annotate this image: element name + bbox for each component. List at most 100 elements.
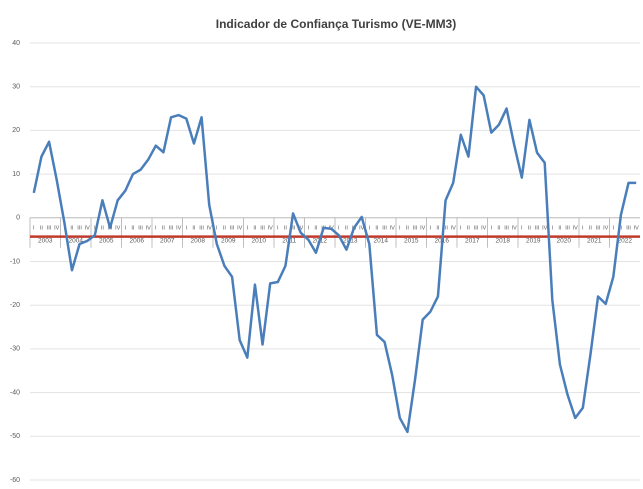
quarter-label: III [626,225,631,231]
year-label: 2006 [130,238,145,245]
quarter-label: IV [237,225,243,231]
quarter-label: I [399,225,401,231]
quarter-label: III [535,225,540,231]
quarter-label: I [33,225,35,231]
quarter-label: II [589,225,593,231]
quarter-label: III [474,225,479,231]
year-label: 2010 [252,238,267,245]
quarter-label: II [467,225,471,231]
quarter-label: I [94,225,96,231]
y-tick-label: -10 [10,258,20,265]
year-label: 2009 [221,238,236,245]
data-line [32,85,637,434]
year-label: 2022 [618,238,633,245]
y-tick-label: -40 [10,389,20,396]
quarter-label: IV [542,225,548,231]
quarter-label: I [186,225,188,231]
year-label: 2021 [587,238,602,245]
quarter-label: III [77,225,82,231]
quarter-label: III [565,225,570,231]
quarter-label: III [47,225,52,231]
quarter-label: II [253,225,257,231]
quarter-label: IV [268,225,274,231]
year-label: 2007 [160,238,175,245]
y-tick-label: 20 [12,127,20,134]
quarter-label: IV [634,225,640,231]
quarter-label: II [314,225,318,231]
quarter-label: II [528,225,532,231]
quarter-label: II [345,225,349,231]
quarter-label: IV [603,225,609,231]
quarter-label: IV [512,225,518,231]
year-label: 2003 [38,238,53,245]
quarter-label: I [216,225,218,231]
y-tick-label: -30 [10,346,20,353]
quarter-label: II [70,225,74,231]
quarter-label: III [382,225,387,231]
year-label: 2019 [526,238,541,245]
quarter-label: II [375,225,379,231]
quarter-label: I [491,225,493,231]
chart-title: Indicador de Confiança Turismo (VE-MM3) [216,17,456,31]
quarter-label: II [40,225,44,231]
quarter-label: I [277,225,279,231]
quarter-label: II [223,225,227,231]
quarter-label: II [131,225,135,231]
quarter-label: III [199,225,204,231]
quarter-label: I [155,225,157,231]
quarter-label: II [436,225,440,231]
year-label: 2004 [69,238,84,245]
quarter-label: I [247,225,249,231]
quarter-label: IV [359,225,365,231]
quarter-label: I [582,225,584,231]
y-tick-label: 30 [12,84,20,91]
year-label: 2014 [374,238,389,245]
quarter-label: IV [451,225,457,231]
y-tick-label: 10 [12,171,20,178]
quarter-label: II [192,225,196,231]
quarter-label: IV [54,225,60,231]
quarter-label: II [619,225,623,231]
y-tick-label: -20 [10,302,20,309]
quarter-label: IV [390,225,396,231]
quarter-label: III [260,225,265,231]
y-tick-label: -60 [10,477,20,484]
quarter-label: I [521,225,523,231]
quarter-label: IV [481,225,487,231]
quarter-label: III [413,225,418,231]
year-label: 2020 [557,238,572,245]
quarter-label: IV [176,225,182,231]
year-label: 2008 [191,238,206,245]
quarter-label: III [596,225,601,231]
quarter-label: III [230,225,235,231]
quarter-label: II [497,225,501,231]
quarter-label: I [369,225,371,231]
quarter-label: IV [207,225,213,231]
y-tick-label: 0 [16,215,20,222]
quarter-label: IV [146,225,152,231]
quarter-label: III [291,225,296,231]
quarter-label: IV [420,225,426,231]
quarter-label: II [284,225,288,231]
quarter-label: I [460,225,462,231]
year-label: 2015 [404,238,419,245]
quarter-label: III [443,225,448,231]
quarter-label: III [138,225,143,231]
quarter-label: I [430,225,432,231]
quarter-label: II [162,225,166,231]
quarter-label: I [338,225,340,231]
quarter-label: III [504,225,509,231]
y-tick-label: 40 [12,40,20,47]
year-label: 2005 [99,238,114,245]
quarter-label: II [406,225,410,231]
quarter-label: IV [115,225,121,231]
quarter-label: III [169,225,174,231]
quarter-label: I [613,225,615,231]
quarter-label: IV [85,225,91,231]
quarter-label: II [101,225,105,231]
y-tick-label: -50 [10,433,20,440]
quarter-label: IV [298,225,304,231]
quarter-label: IV [573,225,579,231]
quarter-label: II [558,225,562,231]
